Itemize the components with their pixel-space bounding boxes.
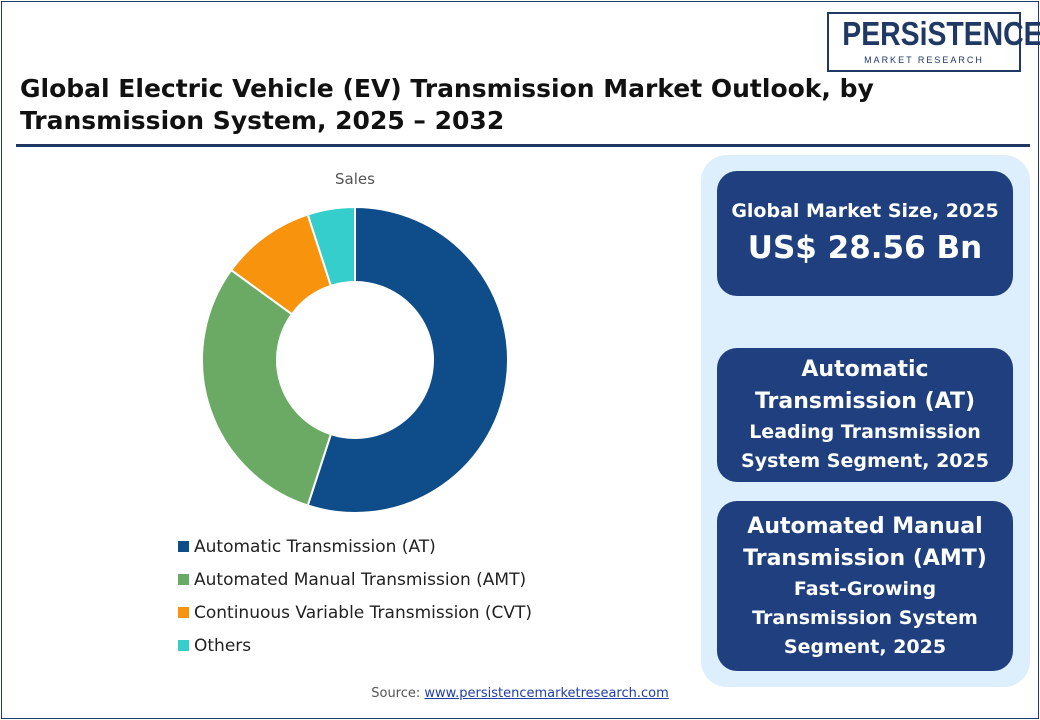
donut-chart: Sales [201, 170, 509, 514]
legend-label: Automatic Transmission (AT) [194, 536, 436, 557]
chart-title: Sales [335, 170, 375, 188]
legend-item[interactable]: Automatic Transmission (AT) [178, 530, 532, 563]
leading-segment-card: Automatic Transmission (AT) Leading Tran… [717, 348, 1013, 482]
legend-swatch [178, 541, 189, 552]
legend-swatch [178, 640, 189, 651]
leading-segment-name-2: Transmission (AT) [754, 389, 976, 414]
market-size-value: US$ 28.56 Bn [747, 230, 983, 266]
company-logo[interactable]: PERSiSTENCE MARKET RESEARCH [827, 12, 1040, 72]
leading-segment-name-1: Automatic [801, 357, 929, 382]
donut-slice-1[interactable] [306, 205, 509, 514]
source-note: Source: www.persistencemarketresearch.co… [0, 686, 1040, 701]
market-size-card: Global Market Size, 2025 US$ 28.56 Bn [717, 171, 1013, 296]
market-size-label: Global Market Size, 2025 [731, 200, 999, 222]
legend-item[interactable]: Automated Manual Transmission (AMT) [178, 563, 532, 596]
growing-segment-name-2: Transmission (AMT) [743, 545, 987, 571]
source-label: Source: [371, 686, 421, 701]
legend-label: Continuous Variable Transmission (CVT) [194, 602, 533, 623]
legend-swatch [178, 574, 189, 585]
fast-growing-segment-card: Automated Manual Transmission (AMT) Fast… [717, 501, 1013, 671]
legend-label: Others [194, 635, 252, 656]
leading-segment-desc-1: Leading Transmission [749, 421, 981, 443]
leading-segment-desc-2: System Segment, 2025 [741, 450, 989, 472]
legend-item[interactable]: Others [178, 629, 532, 662]
page-title: Global Electric Vehicle (EV) Transmissio… [20, 74, 874, 135]
logo-wordmark: PERSiSTENCE [842, 15, 1040, 52]
growing-segment-desc-2: Transmission System [752, 606, 978, 629]
legend-label: Automated Manual Transmission (AMT) [194, 569, 527, 590]
growing-segment-desc-3: Segment, 2025 [783, 635, 947, 658]
logo-subtitle: MARKET RESEARCH [864, 55, 984, 65]
legend-item[interactable]: Continuous Variable Transmission (CVT) [178, 596, 532, 629]
donut-slice-4[interactable] [306, 205, 356, 288]
title-divider [16, 144, 1030, 147]
donut-slices [201, 205, 509, 514]
legend-swatch [178, 607, 189, 618]
donut-slice-2[interactable] [201, 268, 333, 507]
growing-segment-desc-1: Fast-Growing [793, 577, 937, 600]
chart-legend: Automatic Transmission (AT) Automated Man… [178, 530, 532, 662]
source-link[interactable]: www.persistencemarketresearch.com [424, 686, 669, 701]
growing-segment-name-1: Automated Manual [747, 513, 983, 539]
